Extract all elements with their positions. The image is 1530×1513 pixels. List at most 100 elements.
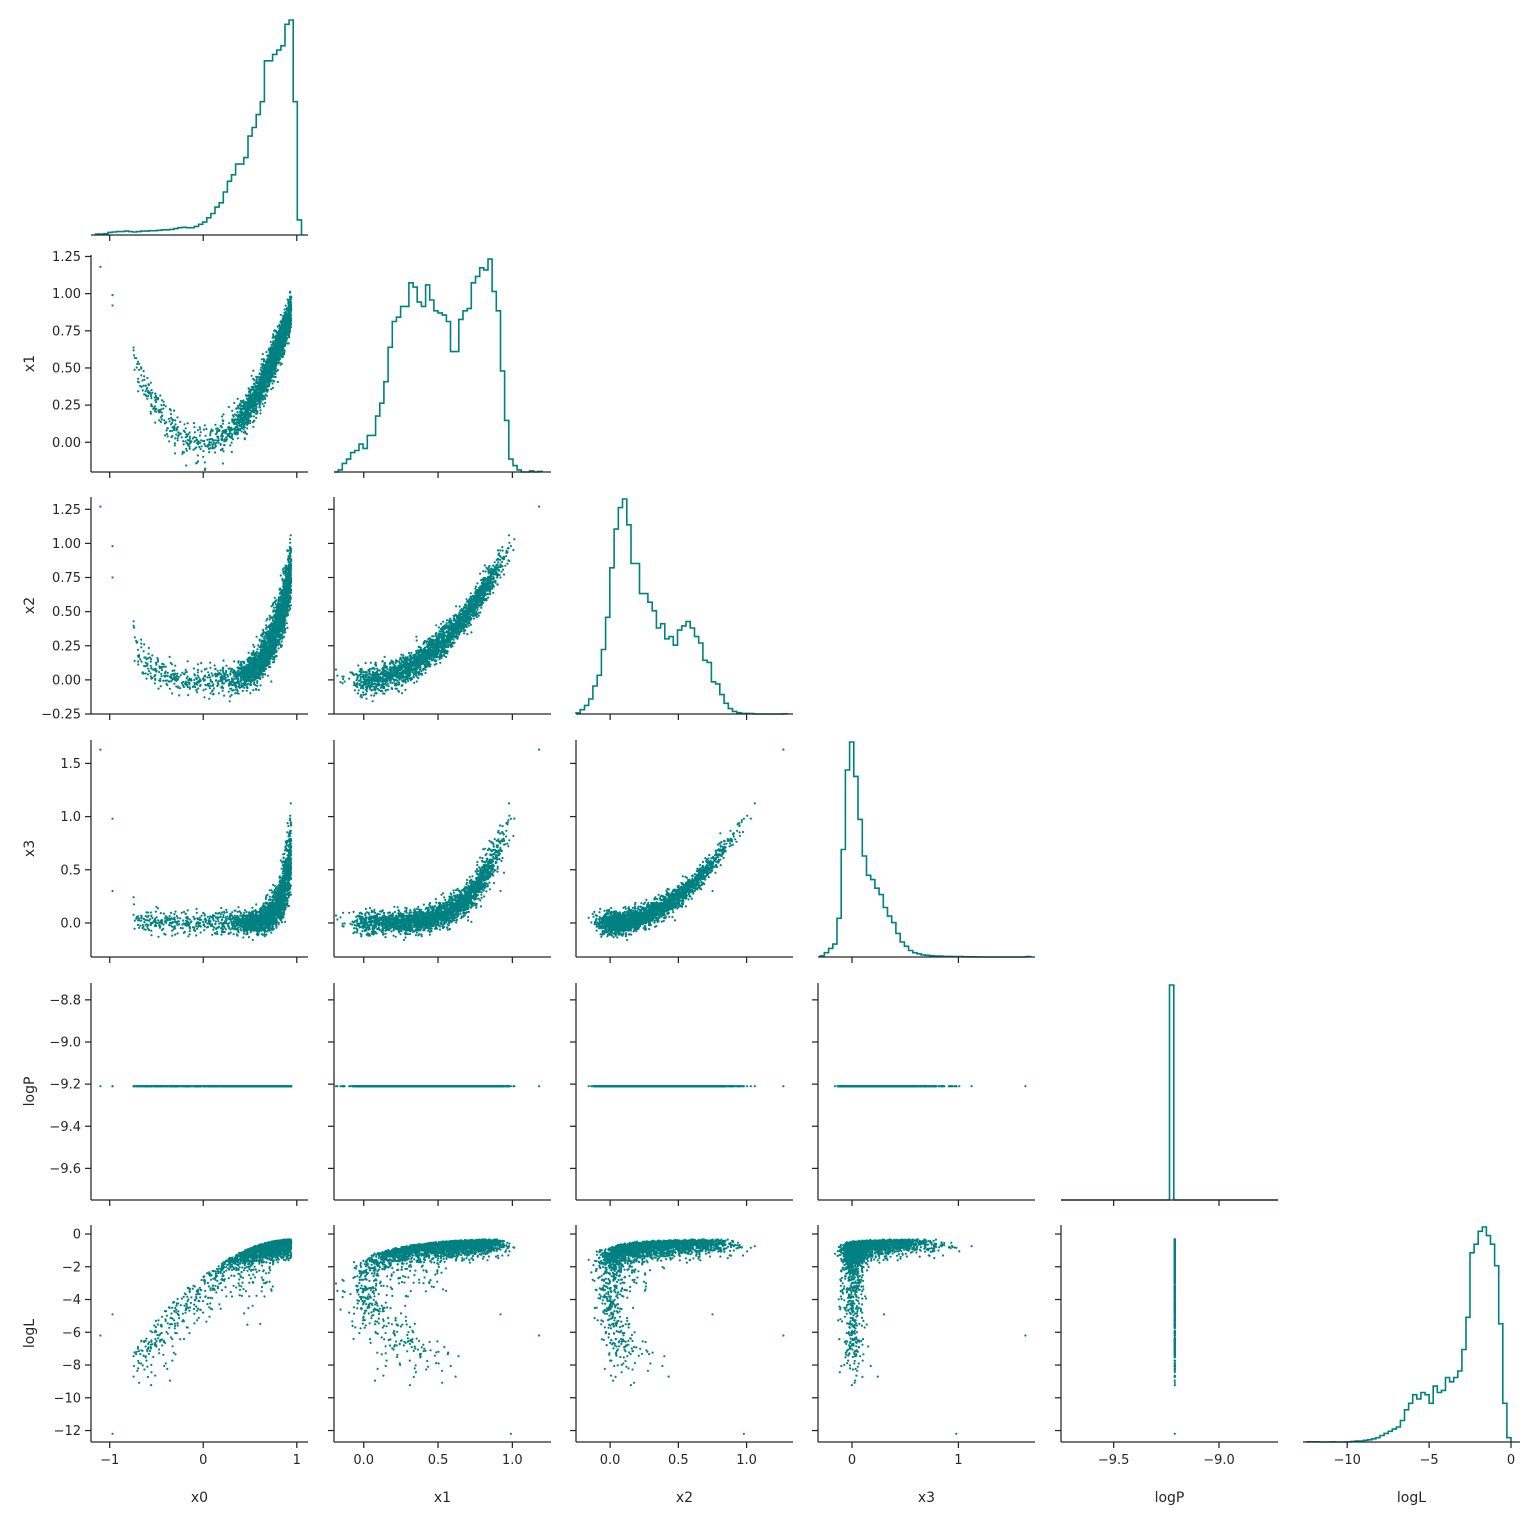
scatter-point [256, 412, 258, 414]
scatter-point [187, 422, 189, 424]
scatter-point [235, 429, 237, 431]
scatter-point [186, 450, 188, 452]
scatter-point [282, 356, 284, 358]
scatter-point [267, 390, 269, 392]
scatter-point [225, 429, 227, 431]
scatter-point [169, 430, 171, 432]
scatter-point [259, 412, 261, 414]
scatter-point [150, 382, 152, 384]
scatter-point [163, 404, 165, 406]
scatter-point [200, 662, 202, 664]
scatter-point [148, 384, 150, 386]
scatter-point [194, 448, 196, 450]
scatter-point [134, 357, 136, 359]
scatter-point [288, 323, 290, 325]
scatter-point [228, 434, 230, 436]
scatter-point [263, 405, 265, 407]
scatter-point [160, 421, 162, 423]
scatter-point [203, 443, 205, 445]
scatter-point [270, 372, 272, 374]
scatter-point [278, 358, 280, 360]
scatter-point [202, 456, 204, 458]
scatter-point [205, 428, 207, 430]
scatter-point [282, 568, 284, 570]
scatter-point [174, 665, 176, 667]
scatter-point [240, 408, 242, 410]
scatter-point [227, 426, 229, 428]
scatter-point [177, 439, 179, 441]
scatter-point [260, 377, 262, 379]
scatter-point [261, 373, 263, 375]
scatter-point [274, 373, 276, 375]
scatter-point [275, 354, 277, 356]
scatter-point [244, 438, 246, 440]
y-tick-label: 1.00 [52, 287, 81, 302]
scatter-point [139, 385, 141, 387]
scatter-point [189, 438, 191, 440]
scatter-point [264, 369, 266, 371]
scatter-point [185, 427, 187, 429]
scatter-point [194, 440, 196, 442]
scatter-point [171, 692, 173, 694]
scatter-point [252, 386, 254, 388]
scatter-point [145, 672, 147, 674]
scatter-point [170, 413, 172, 415]
scatter-point [133, 346, 135, 348]
scatter-point [257, 384, 259, 386]
scatter-point [189, 448, 191, 450]
scatter-point [137, 663, 139, 665]
scatter-point [155, 401, 157, 403]
scatter-point [177, 435, 179, 437]
scatter-point [165, 421, 167, 423]
scatter-point [263, 359, 265, 361]
scatter-point [271, 369, 273, 371]
scatter-point [256, 636, 258, 638]
scatter-point [188, 440, 190, 442]
scatter-point [252, 426, 254, 428]
scatter-point [210, 692, 212, 694]
scatter-point [281, 326, 283, 328]
scatter-point [232, 438, 234, 440]
scatter-point [270, 341, 272, 343]
scatter-point [249, 422, 251, 424]
scatter-point [267, 675, 269, 677]
scatter-point [193, 426, 195, 428]
scatter-point [255, 417, 257, 419]
scatter-point [289, 318, 291, 320]
scatter-point [284, 316, 286, 318]
scatter-point [272, 343, 274, 345]
scatter-point [290, 534, 292, 536]
scatter-point [199, 426, 201, 428]
scatter-point [255, 393, 257, 395]
scatter-point [146, 387, 148, 389]
scatter-point [208, 441, 210, 443]
scatter-point [223, 440, 225, 442]
y-tick-label: 0.00 [52, 436, 81, 451]
scatter-point [279, 344, 281, 346]
scatter-point [276, 370, 278, 372]
scatter-point [221, 434, 223, 436]
scatter-point [234, 692, 236, 694]
scatter-point [237, 428, 239, 430]
scatter-point [277, 335, 279, 337]
scatter-point [258, 381, 260, 383]
scatter-point [179, 421, 181, 423]
scatter-point [278, 339, 280, 341]
scatter-point [181, 453, 183, 455]
scatter-point [235, 432, 237, 434]
scatter-point [222, 423, 224, 425]
scatter-point [277, 381, 279, 383]
scatter-point [208, 698, 210, 700]
scatter-point [224, 444, 226, 446]
scatter-point [242, 426, 244, 428]
scatter-point [277, 333, 279, 335]
scatter-point [201, 445, 203, 447]
scatter-point [282, 352, 284, 354]
scatter-point [258, 392, 260, 394]
scatter-point [111, 294, 113, 296]
scatter-point [220, 449, 222, 451]
scatter-point [269, 382, 271, 384]
scatter-point [220, 425, 222, 427]
scatter-point [185, 433, 187, 435]
scatter-point [278, 324, 280, 326]
